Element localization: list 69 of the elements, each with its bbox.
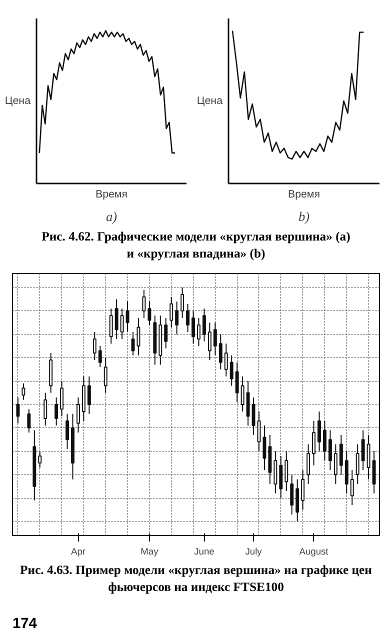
candlestick <box>120 308 124 340</box>
x-tick-label: July <box>245 546 262 556</box>
candlestick <box>98 346 102 368</box>
candlestick <box>104 357 108 394</box>
candlestick <box>22 382 26 400</box>
x-axis-title: Время <box>95 188 128 200</box>
candlestick <box>262 425 266 470</box>
x-tick-label: May <box>140 546 159 556</box>
candlestick <box>290 474 294 515</box>
candlestick <box>356 444 360 485</box>
candlestick <box>27 408 31 434</box>
candlestick <box>16 396 20 424</box>
candlestick <box>54 396 58 426</box>
candlestick <box>114 298 118 340</box>
candlestick <box>170 296 174 328</box>
x-tick-label: June <box>194 546 214 556</box>
text: Рис. 4.63. Пример модели «круглая вершина» на графике цен фьючерсов на индекс FTSE100 <box>20 563 372 594</box>
candlestick <box>180 287 184 318</box>
x-tick-label: Apr <box>70 546 86 556</box>
candlestick <box>344 450 348 494</box>
text: Рис. 4.62. Графические модели «круглая вершина» (a) и «круглая впадина» (b) <box>42 230 350 260</box>
candlestick <box>240 376 244 412</box>
candlestick <box>296 478 300 522</box>
candlestick <box>318 411 321 452</box>
candlestick <box>312 420 316 466</box>
text: a) <box>106 209 118 224</box>
candlestick <box>361 430 365 470</box>
candlestick <box>366 434 370 480</box>
candlestick <box>148 301 152 326</box>
candlestick <box>175 301 179 335</box>
candlestick <box>44 392 48 426</box>
y-axis-title: Цена <box>196 95 223 107</box>
candlestick <box>334 444 338 485</box>
candlestick <box>372 450 376 494</box>
candlestick <box>306 444 310 485</box>
candlestick <box>186 303 190 332</box>
candlestick <box>66 413 70 450</box>
text: 174 <box>12 616 38 632</box>
candlestick <box>92 331 96 361</box>
candlestick <box>328 430 332 470</box>
candlestick <box>218 334 222 370</box>
candlestick <box>126 301 130 332</box>
x-tick-label: August <box>299 546 329 556</box>
candlestick <box>230 354 234 386</box>
candlestick <box>284 450 288 492</box>
candlestick <box>208 322 212 361</box>
candlestick <box>224 343 228 377</box>
candlestick <box>322 420 326 462</box>
candlestick <box>38 450 42 468</box>
y-axis-title: Цена <box>4 95 31 107</box>
candlestick <box>235 362 239 403</box>
candlestick <box>339 434 343 476</box>
candlestick <box>301 470 305 510</box>
text: b) <box>298 209 310 224</box>
candlestick <box>197 317 200 347</box>
candlestick <box>76 396 80 434</box>
candlestick <box>60 380 64 417</box>
candlestick <box>213 322 217 356</box>
candlestick <box>279 455 283 499</box>
candlestick <box>192 310 195 344</box>
x-axis-title: Время <box>288 188 320 200</box>
candlestick <box>142 289 146 318</box>
candlestick <box>350 470 354 506</box>
candlestick <box>202 308 206 342</box>
candlestick <box>164 317 168 349</box>
candlestick <box>274 450 278 494</box>
candlestick <box>87 376 91 414</box>
candlestick <box>246 380 250 426</box>
candlestick <box>109 308 113 344</box>
